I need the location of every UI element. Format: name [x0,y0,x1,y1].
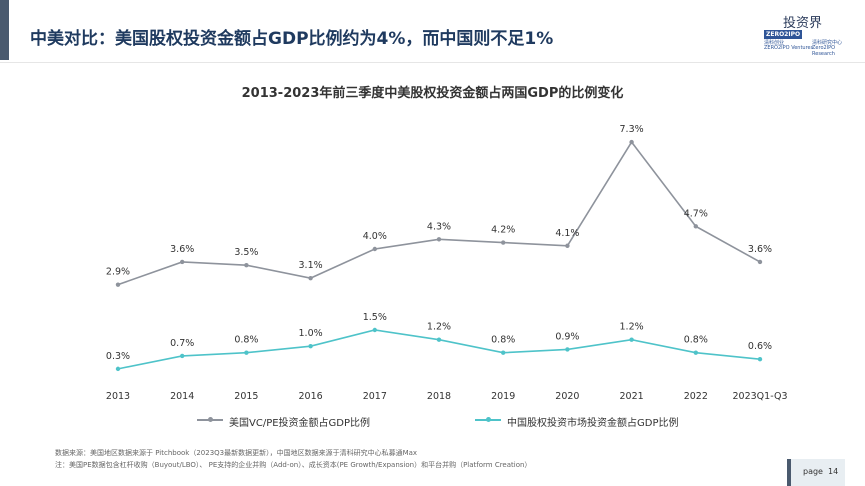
data-label-cn: 0.8% [684,335,708,346]
series-line-cn [117,329,761,370]
data-label-cn: 0.7% [170,338,194,349]
x-tick-label: 2021 [620,391,644,402]
logo-line: 清科研究中心 [812,40,843,46]
x-tick-label: 2017 [363,391,387,402]
data-label-cn: 0.9% [555,331,579,342]
x-tick-label: 2016 [299,391,323,402]
data-label-cn: 1.2% [427,322,451,333]
page-label: page [803,467,823,476]
data-point-cn [308,344,313,349]
data-label-us: 4.3% [427,221,451,232]
data-label-cn: 1.5% [363,312,387,323]
data-label-us: 4.2% [491,225,515,236]
legend-marker-cn [486,417,491,422]
x-tick-label: 2014 [170,391,194,402]
data-point-us [115,282,121,287]
page-indicator: page 14 [787,459,845,486]
data-label-cn: 0.8% [234,335,258,346]
data-point-cn [180,353,185,359]
x-tick-label: 2020 [555,391,579,402]
data-label-cn: 0.6% [748,341,772,352]
data-point-cn [372,327,377,333]
logo-line: Zero2IPO Research [812,45,836,57]
data-point-cn [565,347,570,352]
chart-title: 2013-2023年前三季度中美股权投资金额占两国GDP的比例变化 [241,86,624,101]
x-tick-label: 2019 [491,391,515,402]
logo-line: ZERO2IPO Ventures [764,45,814,51]
data-label-us: 4.0% [363,231,387,242]
data-point-cn [629,337,634,342]
series-line-us [117,140,761,286]
x-tick-label: 2013 [106,391,130,402]
x-tick-label: 2018 [427,391,451,402]
legend-label-cn: 中国股权投资市场投资金额占GDP比例 [507,418,679,429]
x-tick-label: 2022 [684,391,708,402]
footnote-source: 数据来源：美国地区数据来源于 Pitchbook（2023Q3最新数据更新），中… [55,449,418,457]
data-point-us [372,246,377,252]
legend-label-us: 美国VC/PE投资金额占GDP比例 [229,418,371,429]
logo-brand: ZERO2IPO [764,30,803,39]
data-point-cn [115,366,121,372]
data-label-cn: 1.2% [620,322,644,333]
line-chart: 2.9% 3.6% 3.5% 3.1% 4.0% 4.3% 4.2% 4.1% 7.3% 4.7%… [106,124,788,402]
logo-line: 清科创业 [764,40,785,46]
data-label-us: 4.7% [684,208,708,219]
data-label-us: 2.9% [106,267,130,278]
zero2ipo-logo: ZERO2IPO 清科创业 ZERO2IPO Ventures 清科研究中心 Z… [764,30,854,57]
data-point-us [308,275,313,281]
legend-marker-us [208,417,213,422]
data-point-us [629,139,634,145]
data-point-us [436,237,442,242]
footnote-note: 注：美国PE数据包含杠杆收购（Buyout/LBO）、 PE支持的企业并购（Ad… [55,461,532,469]
data-label-us: 3.6% [170,244,194,255]
data-point-cn [693,350,698,355]
data-point-us [565,243,570,248]
data-label-us: 3.6% [748,244,772,255]
x-tick-label: 2015 [234,391,258,402]
data-point-cn [244,350,249,355]
data-label-cn: 0.3% [106,351,130,362]
data-label-us: 3.5% [234,247,258,258]
data-point-cn [501,350,506,355]
watermark: 投资界 [783,16,823,31]
data-point-us [180,259,185,265]
data-point-us [757,259,763,265]
x-tick-label: 2023Q1-Q3 [733,391,788,402]
page-title: 中美对比：美国股权投资金额占GDP比例约为4%，而中国则不足1% [30,29,554,49]
data-label-cn: 1.0% [299,328,323,339]
page-number: 14 [828,467,839,476]
data-point-cn [436,337,442,342]
data-label-us: 4.1% [555,228,579,239]
header-accent-bar [0,0,9,60]
footnotes: 数据来源：美国地区数据来源于 Pitchbook（2023Q3最新数据更新），中… [55,447,531,471]
data-point-us [244,263,249,268]
data-point-cn [757,356,763,362]
data-point-us [693,224,698,229]
data-label-us: 7.3% [620,124,644,135]
data-point-us [501,240,506,245]
data-label-us: 3.1% [299,260,323,271]
header-divider [0,62,865,63]
page-indicator-accent [787,459,791,486]
data-label-cn: 0.8% [491,335,515,346]
